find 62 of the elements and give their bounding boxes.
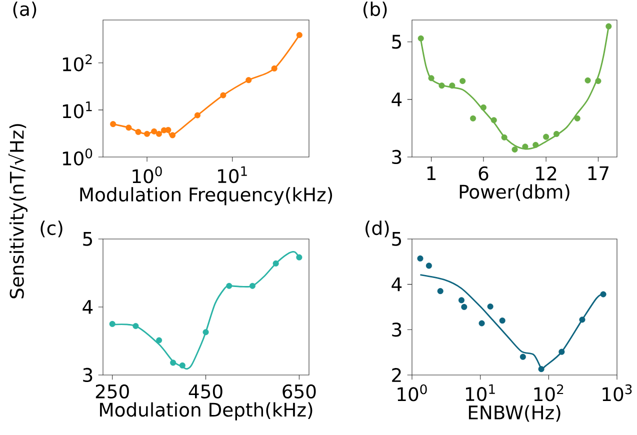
y-tick-label: 3	[392, 150, 402, 164]
y-tick-label: 4	[392, 278, 402, 292]
point	[249, 282, 256, 289]
x-tick-label: 10$^{2}$	[534, 384, 564, 402]
y-tick-label: 4	[392, 92, 402, 106]
point	[226, 282, 232, 289]
point	[428, 75, 434, 82]
y-tick-label: 10$^{2}$	[62, 54, 92, 72]
point	[584, 77, 591, 84]
chart-title: (c)	[40, 220, 62, 238]
point	[438, 82, 445, 89]
x-tick-label: 10$^{1}$	[466, 384, 495, 402]
point	[512, 146, 518, 153]
point	[132, 323, 139, 330]
x-tick-label: 10$^{0}$	[132, 166, 162, 184]
x-axis-title: Power(dbm)	[460, 184, 570, 201]
y-tick-label: 3	[83, 368, 92, 382]
x-tick-label: 250	[96, 384, 129, 398]
y-axis-title: Sensitivity(nT/√Hz)	[8, 124, 28, 298]
x-axis-title: Modulation Depth(kHz)	[100, 402, 312, 420]
x-tick-label: 1	[427, 166, 436, 180]
y-tick-label: 4	[82, 300, 93, 314]
point	[490, 117, 497, 124]
point	[202, 329, 209, 336]
point	[532, 142, 539, 148]
point	[460, 78, 466, 84]
point	[418, 35, 424, 42]
x-axis-title: ENBW(Hz)	[468, 405, 560, 422]
x-axis-title: Modulation Frequency(kHz)	[80, 187, 332, 206]
point	[595, 78, 602, 84]
point	[296, 254, 302, 260]
x-tick-label: 12	[536, 166, 556, 180]
x-tick-label: 10$^{3}$	[602, 384, 632, 402]
point	[109, 320, 116, 327]
y-tick-label: 5	[392, 232, 401, 246]
y-tick-label: 2	[392, 368, 401, 382]
x-tick-label: 17	[588, 166, 608, 180]
point	[179, 362, 186, 368]
point	[522, 144, 528, 150]
point	[272, 260, 279, 266]
x-tick-label: 450	[188, 384, 222, 398]
y-tick-label: 5	[83, 232, 92, 246]
y-tick-label: 10$^{0}$	[62, 148, 92, 166]
chart-title: (d)	[366, 220, 389, 238]
point	[543, 134, 550, 140]
point	[449, 82, 456, 89]
x-tick-label: 650	[282, 384, 316, 398]
point	[480, 104, 486, 110]
x-tick-label: 6	[478, 166, 488, 180]
y-tick-label: 5	[392, 34, 401, 49]
point	[470, 115, 476, 122]
point	[501, 134, 508, 140]
point	[553, 130, 560, 137]
chart-title: (a)	[13, 2, 36, 18]
point	[156, 337, 162, 344]
y-tick-label: 10$^{1}$	[62, 102, 92, 118]
point	[170, 360, 176, 366]
point	[606, 23, 612, 30]
x-tick-label: 10$^{1}$	[218, 166, 247, 184]
y-tick-label: 3	[392, 322, 402, 337]
chart-title: (b)	[364, 2, 387, 18]
point	[574, 115, 580, 122]
